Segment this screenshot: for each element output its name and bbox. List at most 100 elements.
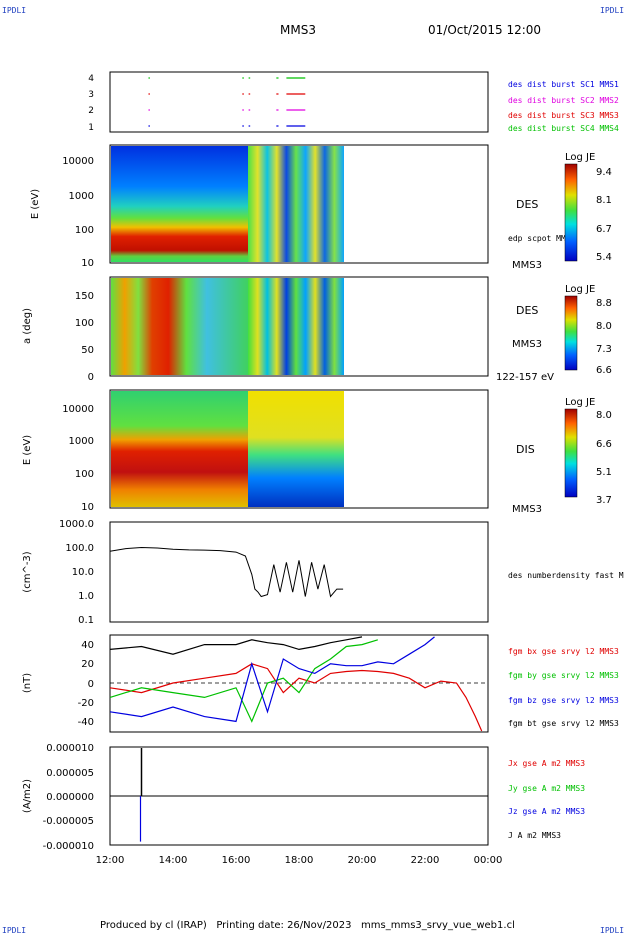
- des-energy-ytick-1000: 1000: [69, 191, 94, 202]
- mag-series-bx: [109, 663, 483, 732]
- des-pitch-ytick-100: 100: [75, 318, 94, 329]
- des-energy-ytick-100: 100: [75, 225, 94, 236]
- corner-label-top-left: IPDLI: [2, 6, 26, 15]
- des-energy-spacecraft: MMS3: [512, 260, 542, 271]
- des-pitch-colorbar: [564, 295, 578, 371]
- current-legend-j: J A m2 MMS3: [508, 831, 561, 840]
- density-line: [109, 546, 344, 598]
- des-pitch-spectrogram-b: [248, 278, 344, 375]
- des-energy-spectrogram-b: [248, 146, 344, 262]
- des-pitch-spacecraft: MMS3: [512, 339, 542, 350]
- time-tick-label: 12:00: [96, 855, 125, 866]
- density-panel-frame: [109, 521, 489, 623]
- des-energy-colorbar-title: Log JE: [565, 152, 595, 163]
- des-energy-panel-frame: [109, 144, 489, 264]
- burst-legend-4: des dist burst SC4 MMS4: [508, 124, 619, 133]
- page-title: MMS3: [280, 23, 316, 37]
- des-pitch-ytick-0: 0: [88, 372, 94, 383]
- current-ytick-3: 0.000000: [46, 792, 94, 803]
- corner-label-bottom-right: IPDLI: [600, 926, 624, 934]
- current-legend-jz: Jz gse A m2 MMS3: [508, 807, 585, 816]
- corner-label-top-right: IPDLI: [600, 6, 624, 15]
- dis-energy-colorbar: [564, 408, 578, 498]
- mag-ytick-20: 20: [81, 659, 94, 670]
- current-ytick-2: 0.000005: [46, 768, 94, 779]
- des-pitch-cbar-tick-3: 7.3: [596, 344, 612, 355]
- time-tick-label: 22:00: [411, 855, 440, 866]
- des-pitch-ytick-150: 150: [75, 291, 94, 302]
- burst-ytick-3: 3: [88, 90, 94, 100]
- burst-marks: [148, 77, 306, 127]
- dis-energy-species: DIS: [516, 443, 535, 456]
- des-energy-colorbar: [564, 163, 578, 262]
- mag-legend-bx: fgm bx gse srvy l2 MMS3: [508, 647, 619, 656]
- density-ylabel: (cm^-3): [22, 551, 33, 592]
- burst-panel: 4 3 2 1 des dist burst SC1 MMS1 des dist…: [88, 71, 619, 133]
- mag-series-bz: [109, 636, 435, 723]
- magnetic-field-lines: [109, 636, 483, 732]
- current-ytick-4: -0.000005: [43, 816, 94, 827]
- magnetic-field-panel-frame: [109, 634, 489, 733]
- dis-energy-spacecraft: MMS3: [512, 504, 542, 515]
- des-energy-ytick-10: 10: [81, 258, 94, 269]
- burst-ytick-4: 4: [88, 74, 94, 84]
- time-tick-label: 20:00: [348, 855, 377, 866]
- dis-energy-ytick-10: 10: [81, 502, 94, 513]
- des-energy-spectrogram-a: [111, 146, 248, 262]
- des-energy-species: DES: [516, 198, 538, 211]
- dis-energy-cbar-tick-4: 3.7: [596, 495, 612, 506]
- dis-energy-ytick-100: 100: [75, 469, 94, 480]
- density-legend: des numberdensity fast M: [508, 571, 624, 580]
- dis-energy-colorbar-title: Log JE: [565, 397, 595, 408]
- current-ylabel: (A/m2): [22, 779, 33, 813]
- current-panel: (A/m2) 0.000010 0.000005 0.000000 -0.000…: [22, 743, 585, 852]
- des-pitch-cbar-tick-2: 8.0: [596, 321, 612, 332]
- des-energy-overlay-label: edp scpot MMS3: [508, 234, 576, 243]
- footer-credit: Produced by cl (IRAP) Printing date: 26/…: [100, 920, 515, 931]
- des-pitch-panel: a (deg) 150 100 50 0 DES MMS3 122-157 eV…: [22, 276, 612, 383]
- current-ytick-5: -0.000010: [43, 841, 94, 852]
- dis-energy-panel-frame: [109, 389, 489, 509]
- current-lines: [139, 748, 143, 842]
- des-energy-cbar-tick-2: 8.1: [596, 195, 612, 206]
- des-energy-cbar-tick-3: 6.7: [596, 224, 612, 235]
- dis-energy-cbar-tick-1: 8.0: [596, 410, 612, 421]
- dis-energy-cbar-tick-3: 5.1: [596, 467, 612, 478]
- des-pitch-cbar-tick-4: 6.6: [596, 365, 612, 376]
- des-energy-ytick-10000: 10000: [62, 156, 94, 167]
- density-panel: (cm^-3) 1000.0 100.0 10.0 1.0 0.1 des nu…: [22, 519, 624, 626]
- dis-energy-spectrogram-a: [111, 391, 248, 507]
- dis-energy-spectrogram-b: [248, 391, 344, 507]
- des-pitch-panel-frame: [109, 276, 489, 377]
- des-energy-cbar-tick-4: 5.4: [596, 252, 612, 263]
- des-pitch-ylabel: a (deg): [22, 308, 33, 344]
- density-ytick-01: 0.1: [78, 615, 94, 626]
- des-pitch-cbar-tick-1: 8.8: [596, 298, 612, 309]
- current-ytick-1: 0.000010: [46, 743, 94, 754]
- mag-ytick-40: 40: [81, 640, 94, 651]
- mag-legend-bz: fgm bz gse srvy l2 MMS3: [508, 696, 619, 705]
- time-tick-label: 00:00: [474, 855, 503, 866]
- mag-series-by: [109, 639, 378, 723]
- dis-energy-ytick-10000: 10000: [62, 404, 94, 415]
- mag-legend-by: fgm by gse srvy l2 MMS3: [508, 671, 619, 680]
- des-pitch-species: DES: [516, 304, 538, 317]
- magnetic-field-ylabel: (nT): [22, 673, 33, 693]
- dis-energy-cbar-tick-2: 6.6: [596, 439, 612, 450]
- burst-legend-1: des dist burst SC1 MMS1: [508, 80, 619, 89]
- time-tick-label: 18:00: [285, 855, 314, 866]
- mag-ytick-neg40: -40: [78, 717, 94, 728]
- time-tick-label: 14:00: [159, 855, 188, 866]
- des-pitch-spectrogram-a: [111, 278, 248, 375]
- dis-energy-panel: E (eV) 10000 1000 100 10 DIS MMS3 Log JE…: [22, 389, 612, 515]
- des-energy-ylabel: E (eV): [30, 189, 41, 219]
- burst-ytick-2: 2: [88, 106, 94, 116]
- des-energy-cbar-tick-1: 9.4: [596, 167, 612, 178]
- time-tick-label: 16:00: [222, 855, 251, 866]
- des-pitch-energy-range: 122-157 eV: [496, 372, 554, 383]
- mag-series-bt: [109, 636, 363, 655]
- corner-label-bottom-left: IPDLI: [2, 926, 26, 934]
- dis-energy-ylabel: E (eV): [22, 435, 33, 465]
- des-pitch-ytick-50: 50: [81, 345, 94, 356]
